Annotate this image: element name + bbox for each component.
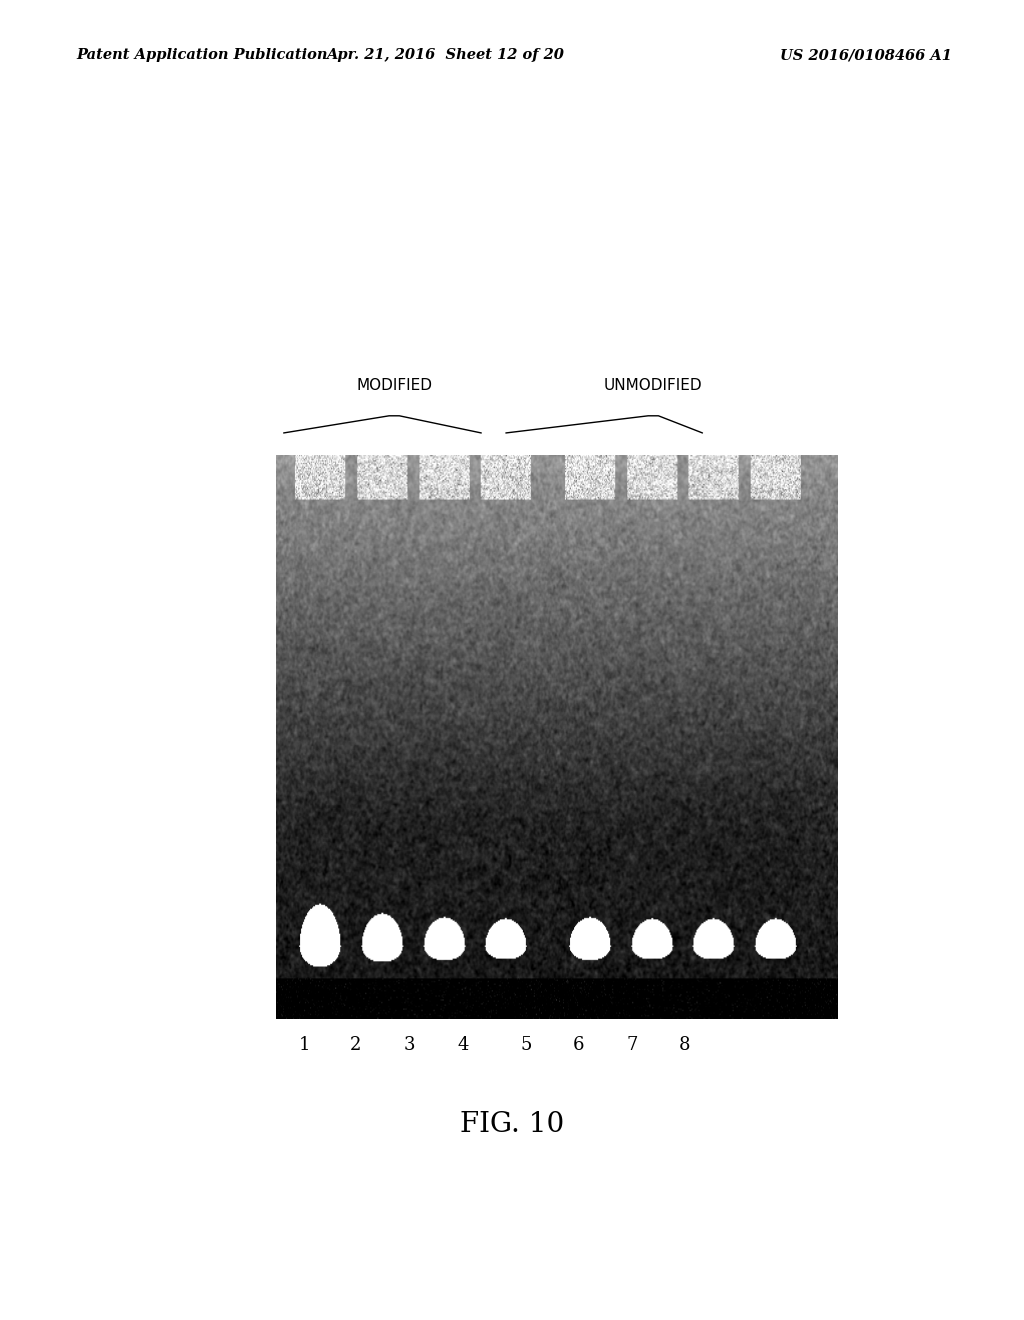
Text: 7: 7: [626, 1036, 638, 1055]
Text: Patent Application Publication: Patent Application Publication: [77, 49, 329, 62]
Text: MODIFIED: MODIFIED: [356, 379, 432, 393]
Text: FIG. 10: FIG. 10: [460, 1111, 564, 1138]
Text: 8: 8: [678, 1036, 690, 1055]
Text: 2: 2: [349, 1036, 361, 1055]
Text: 5: 5: [520, 1036, 532, 1055]
Text: 3: 3: [403, 1036, 416, 1055]
Text: 4: 4: [457, 1036, 469, 1055]
Text: UNMODIFIED: UNMODIFIED: [604, 379, 702, 393]
Text: 6: 6: [572, 1036, 585, 1055]
Text: US 2016/0108466 A1: US 2016/0108466 A1: [780, 49, 952, 62]
Text: Apr. 21, 2016  Sheet 12 of 20: Apr. 21, 2016 Sheet 12 of 20: [327, 49, 564, 62]
Text: 1: 1: [298, 1036, 310, 1055]
